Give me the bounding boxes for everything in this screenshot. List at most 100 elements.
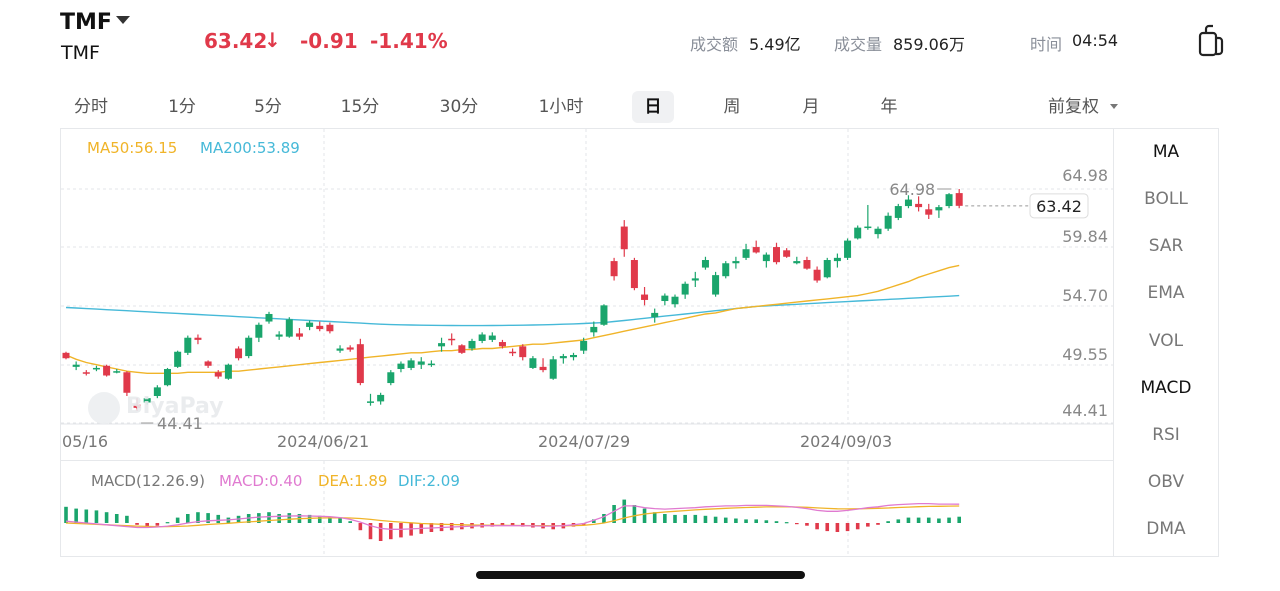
- macd-bar: [125, 515, 129, 523]
- tab-year[interactable]: 年: [880, 97, 898, 117]
- symbol-dropdown-icon[interactable]: [116, 16, 130, 24]
- dif-legend: DIF:2.09: [398, 472, 460, 490]
- tab-15min[interactable]: 15分: [340, 97, 380, 117]
- indicator-obv[interactable]: OBV: [1147, 472, 1185, 492]
- macd-bar: [886, 521, 890, 523]
- macd-bar: [257, 513, 261, 523]
- x-tick-label: 05/16: [62, 432, 108, 451]
- volume-value: 859.06万: [893, 35, 965, 54]
- candle-body: [935, 207, 943, 211]
- tab-week[interactable]: 周: [723, 97, 741, 117]
- tab-30min[interactable]: 30分: [439, 97, 479, 117]
- candle-body: [570, 354, 577, 358]
- share-icon[interactable]: [1196, 24, 1226, 58]
- macd-bar: [358, 523, 363, 531]
- candle-body: [783, 250, 791, 257]
- candle-body: [123, 372, 131, 393]
- candle-body: [894, 206, 902, 218]
- macd-bar: [906, 517, 911, 523]
- tab-day[interactable]: 日: [632, 91, 674, 123]
- macd-bar: [855, 523, 860, 530]
- candle-body: [164, 369, 171, 386]
- macd-params-legend: MACD(12.26.9): [91, 472, 205, 490]
- candle-body: [72, 364, 80, 367]
- candle-body: [519, 346, 527, 358]
- candle-body: [955, 193, 963, 206]
- candle-body: [427, 363, 435, 366]
- candle-body: [306, 322, 314, 327]
- candle-body: [925, 209, 933, 215]
- candle-body: [813, 269, 821, 281]
- indicator-vol[interactable]: VOL: [1148, 331, 1184, 351]
- candle-body: [438, 343, 446, 347]
- tab-month[interactable]: 月: [802, 97, 820, 117]
- candle-body: [833, 257, 841, 262]
- macd-bar: [175, 517, 180, 523]
- candle-body: [204, 361, 212, 366]
- indicator-dma[interactable]: DMA: [1146, 519, 1186, 539]
- candle-body: [113, 371, 121, 373]
- down-arrow-icon: ↓: [264, 28, 281, 52]
- indicator-ma[interactable]: MA: [1152, 142, 1180, 162]
- candle-body: [356, 344, 364, 384]
- candle-body: [732, 261, 740, 264]
- x-tick-label: 2024/07/29: [538, 432, 630, 451]
- candle-body: [661, 295, 669, 302]
- candle-body: [397, 363, 405, 370]
- candle-body: [580, 340, 588, 351]
- dif-line: [65, 502, 960, 530]
- macd-bar: [135, 523, 139, 525]
- candle-body: [326, 324, 334, 332]
- candle-body: [245, 337, 253, 357]
- x-tick-label: 2024/06/21: [277, 432, 369, 451]
- macd-bar: [104, 512, 109, 523]
- candle-body: [143, 398, 151, 403]
- macd-bar: [196, 512, 200, 523]
- macd-bar: [744, 519, 748, 523]
- macd-bar: [683, 514, 687, 523]
- tab-1hour[interactable]: 1小时: [538, 97, 584, 117]
- last-price-label: 63.42: [1036, 197, 1082, 216]
- candle-body: [407, 360, 415, 368]
- indicator-sar[interactable]: SAR: [1148, 236, 1184, 256]
- candle-body: [651, 312, 659, 318]
- macd-bar: [845, 523, 850, 532]
- candle-body: [915, 203, 923, 208]
- macd-bar: [815, 523, 819, 530]
- macd-bar: [378, 523, 383, 541]
- symbol-title[interactable]: TMF: [60, 10, 112, 35]
- candle-body: [214, 372, 222, 377]
- indicator-macd[interactable]: MACD: [1140, 378, 1192, 398]
- candle-body: [610, 261, 618, 277]
- candle-body: [255, 324, 263, 338]
- macd-bar: [64, 506, 68, 523]
- macd-bar: [774, 521, 779, 523]
- candle-body: [590, 326, 598, 333]
- candle-body: [336, 348, 344, 351]
- tab-intraday[interactable]: 分时: [74, 97, 108, 117]
- candle-body: [701, 260, 709, 268]
- candle-body: [367, 401, 374, 403]
- macd-bar: [165, 522, 170, 524]
- indicator-boll[interactable]: BOLL: [1144, 189, 1188, 209]
- candle-body: [275, 334, 283, 337]
- candle-body: [103, 365, 111, 376]
- macd-bar: [795, 523, 799, 525]
- macd-bar: [520, 523, 525, 527]
- indicator-ema[interactable]: EMA: [1147, 283, 1185, 303]
- x-tick-label: 2024/09/03: [800, 432, 892, 451]
- candle-body: [529, 358, 537, 368]
- home-indicator[interactable]: [476, 571, 805, 579]
- candle-body: [773, 247, 780, 263]
- ma200-line: [65, 294, 960, 327]
- macd-bar: [602, 514, 606, 523]
- macd-bar: [500, 523, 505, 526]
- indicator-rsi[interactable]: RSI: [1152, 425, 1180, 445]
- macd-bar: [399, 523, 403, 538]
- macd-bar: [74, 508, 78, 523]
- tab-5min[interactable]: 5分: [254, 97, 282, 117]
- adjust-caret-icon[interactable]: [1110, 104, 1118, 109]
- tab-1min[interactable]: 1分: [168, 97, 196, 117]
- adjust-dropdown[interactable]: 前复权: [1048, 97, 1099, 117]
